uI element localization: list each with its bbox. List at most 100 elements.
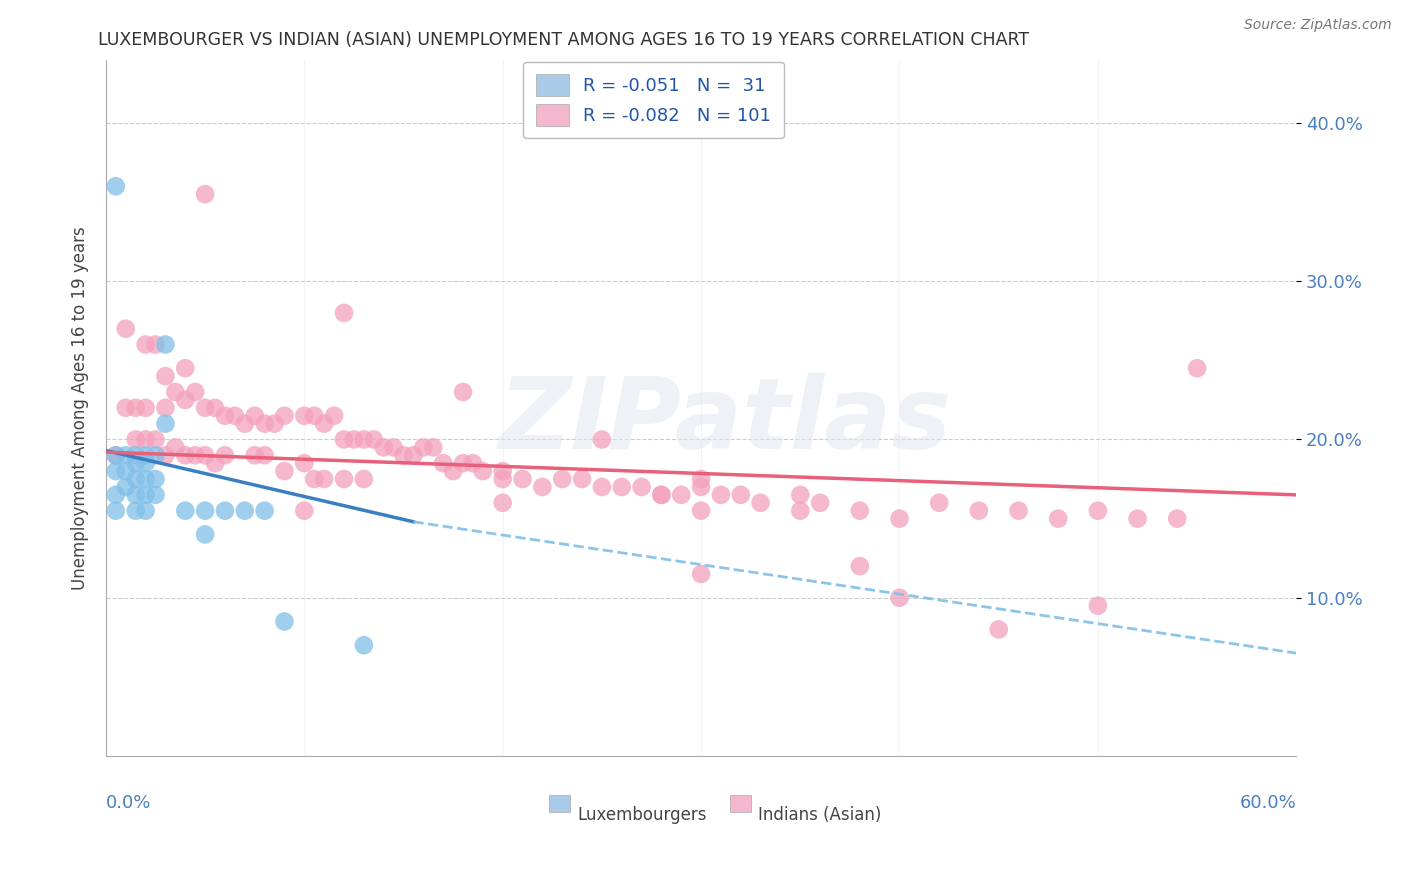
Point (145, 488, 167, 502)
Point (849, 504, 872, 518)
Point (204, 456, 226, 470)
Point (749, 496, 772, 510)
Point (710, 488, 733, 502)
Point (353, 638, 375, 652)
Point (551, 472, 574, 486)
Point (967, 504, 990, 518)
Point (253, 448, 276, 462)
Point (174, 392, 197, 407)
Point (373, 441, 395, 455)
Point (114, 480, 136, 494)
Point (253, 504, 276, 518)
Point (461, 456, 484, 470)
Point (730, 488, 752, 502)
Point (233, 417, 256, 431)
Point (124, 448, 146, 462)
Point (145, 448, 167, 462)
Point (412, 441, 434, 455)
FancyBboxPatch shape (548, 796, 571, 812)
Point (314, 472, 336, 486)
Text: ZIPatlas: ZIPatlas (498, 373, 952, 470)
Point (1047, 511, 1070, 525)
Point (333, 306, 356, 320)
Point (155, 448, 177, 462)
Point (135, 337, 157, 351)
Point (174, 448, 197, 462)
Point (145, 337, 167, 351)
Point (451, 384, 474, 399)
Point (145, 433, 167, 447)
Point (263, 417, 285, 431)
Point (194, 448, 217, 462)
Point (243, 448, 266, 462)
Point (124, 488, 146, 502)
Point (571, 472, 593, 486)
Point (124, 401, 146, 415)
Point (135, 472, 157, 486)
Point (432, 456, 454, 470)
Point (124, 433, 146, 447)
Point (194, 527, 217, 541)
Point (441, 464, 464, 478)
Point (492, 464, 515, 478)
Point (849, 559, 872, 574)
Point (135, 488, 157, 502)
Point (292, 456, 315, 470)
Point (333, 472, 356, 486)
Point (273, 615, 295, 629)
Point (789, 504, 811, 518)
Text: Luxembourgers: Luxembourgers (578, 806, 707, 824)
Point (135, 401, 157, 415)
Point (155, 401, 177, 415)
Point (194, 401, 217, 415)
Point (214, 409, 236, 423)
Point (124, 472, 146, 486)
Point (343, 433, 366, 447)
Point (451, 456, 474, 470)
Legend: R = -0.051   N =  31, R = -0.082   N = 101: R = -0.051 N = 31, R = -0.082 N = 101 (523, 62, 783, 138)
Point (135, 456, 157, 470)
Y-axis label: Unemployment Among Ages 16 to 19 years: Unemployment Among Ages 16 to 19 years (72, 226, 89, 590)
Point (104, 504, 127, 518)
FancyBboxPatch shape (730, 796, 751, 812)
Point (1007, 504, 1029, 518)
Point (292, 409, 315, 423)
Point (1185, 361, 1208, 376)
Point (363, 433, 385, 447)
Text: 60.0%: 60.0% (1240, 795, 1296, 813)
Point (690, 472, 713, 486)
Point (671, 488, 693, 502)
Point (690, 567, 713, 582)
Point (789, 488, 811, 502)
Point (392, 448, 415, 462)
Point (928, 496, 950, 510)
Point (204, 401, 226, 415)
Point (104, 464, 127, 478)
Point (104, 448, 127, 462)
Point (630, 480, 652, 494)
Point (591, 480, 613, 494)
Point (402, 448, 425, 462)
Point (104, 488, 127, 502)
Point (124, 504, 146, 518)
Point (155, 369, 177, 384)
Point (808, 496, 831, 510)
Point (165, 441, 187, 455)
Point (353, 472, 375, 486)
Point (1087, 599, 1109, 613)
Point (889, 511, 911, 525)
Point (492, 496, 515, 510)
Point (194, 504, 217, 518)
Point (690, 504, 713, 518)
Point (104, 448, 127, 462)
Point (292, 504, 315, 518)
Text: Indians (Asian): Indians (Asian) (758, 806, 882, 824)
Point (224, 409, 246, 423)
Point (531, 480, 554, 494)
Point (114, 448, 136, 462)
Point (114, 464, 136, 478)
Point (184, 448, 207, 462)
Point (591, 433, 613, 447)
Point (650, 488, 672, 502)
Point (155, 337, 177, 351)
